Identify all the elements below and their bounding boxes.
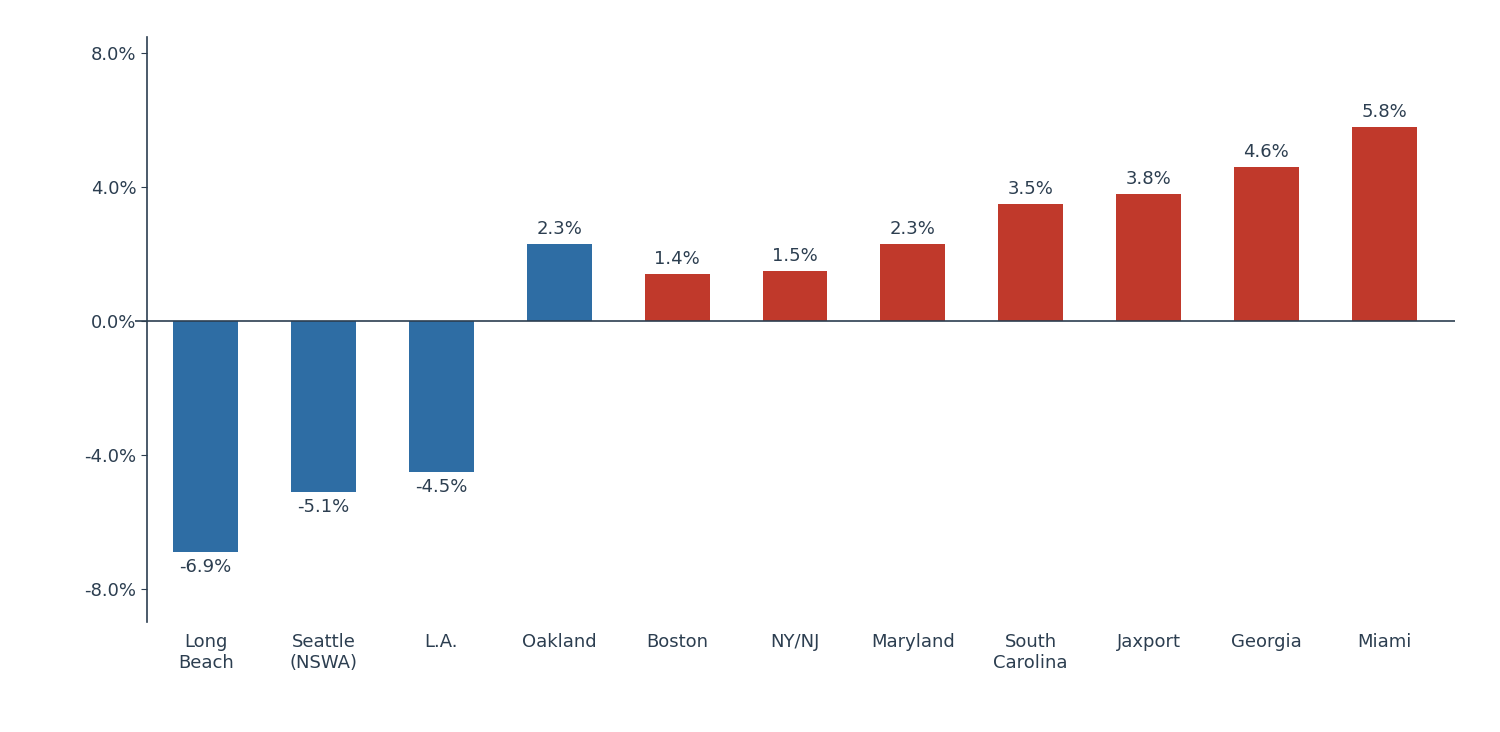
Bar [410,321,474,471]
Text: -6.9%: -6.9% [180,558,232,576]
Text: 2.3%: 2.3% [890,220,936,238]
Text: 3.8%: 3.8% [1125,170,1172,188]
Text: 2.3%: 2.3% [537,220,582,238]
Text: 4.6%: 4.6% [1244,143,1290,161]
Text: 1.4%: 1.4% [654,250,700,268]
Bar [291,321,356,492]
Bar [1352,127,1416,321]
Bar [1234,167,1299,321]
Bar [645,274,710,321]
Text: -5.1%: -5.1% [297,498,350,516]
Bar [174,321,238,552]
Bar [526,244,591,321]
Bar [762,271,828,321]
Bar [999,204,1064,321]
Text: 5.8%: 5.8% [1362,103,1407,121]
Text: 1.5%: 1.5% [772,247,818,265]
Bar [1116,194,1180,321]
Text: 3.5%: 3.5% [1008,180,1053,198]
Bar [880,244,945,321]
Text: -4.5%: -4.5% [416,478,468,496]
